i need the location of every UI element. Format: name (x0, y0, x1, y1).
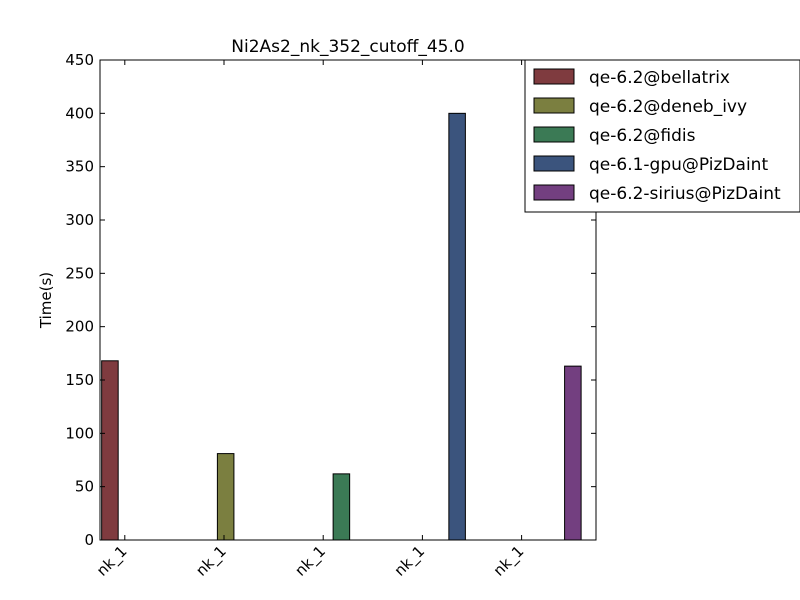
plot-area-frame (99, 59, 597, 541)
legend-label: qe-6.1-gpu@PizDaint (589, 155, 768, 175)
y-tick-label: 100 (65, 424, 94, 442)
x-tick-label: nk_1 (192, 542, 230, 580)
legend-label: qe-6.2@deneb_ivy (589, 97, 747, 117)
legend: qe-6.2@bellatrix qe-6.2@deneb_ivy qe-6.2@f… (524, 59, 800, 213)
y-tick-label: 250 (65, 264, 94, 282)
bar-3 (332, 473, 351, 541)
y-tick-label: 300 (65, 211, 94, 229)
chart-title: Ni2As2_nk_352_cutoff_45.0 (231, 37, 464, 57)
legend-swatch (533, 184, 575, 201)
bar-1 (101, 360, 119, 541)
legend-swatch (533, 155, 575, 172)
legend-swatch (533, 97, 575, 114)
y-tick-label: 200 (65, 318, 94, 336)
legend-label: qe-6.2@fidis (589, 126, 696, 146)
legend-swatch (533, 126, 575, 143)
x-tick-label: nk_1 (490, 542, 528, 580)
bar-2 (216, 453, 235, 541)
x-tick-label: nk_1 (93, 542, 131, 580)
x-tick-label: nk_1 (291, 542, 329, 580)
legend-label: qe-6.2-sirius@PizDaint (589, 184, 781, 204)
y-tick-label: 150 (65, 371, 94, 389)
bars-group (101, 112, 582, 541)
y-tick-label: 350 (65, 158, 94, 176)
bar-5 (564, 365, 582, 541)
y-axis-label: Time(s) (37, 272, 55, 329)
bar-4 (448, 112, 466, 541)
y-axis-ticks: 0 50 100 150 200 250 300 350 400 450 (65, 51, 596, 549)
y-tick-label: 50 (75, 478, 94, 496)
legend-label: qe-6.2@bellatrix (589, 68, 730, 88)
y-tick-label: 400 (65, 104, 94, 122)
y-tick-label: 450 (65, 51, 94, 69)
legend-swatch (533, 68, 575, 85)
x-tick-label: nk_1 (391, 542, 429, 580)
y-tick-label: 0 (84, 531, 94, 549)
